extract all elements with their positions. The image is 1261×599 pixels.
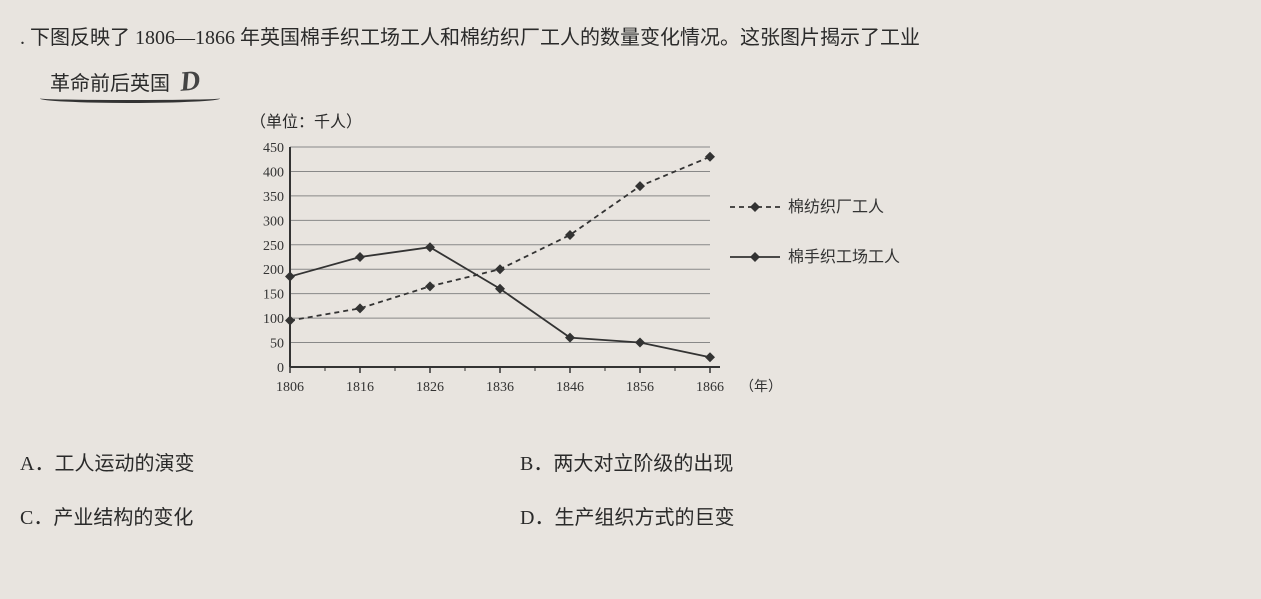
y-tick-label: 150 [263,288,284,303]
chart-container: （单位：千人） 0 50 100 150 200 250 300 350 400 450 1806 1… [240,108,1241,417]
y-tick-label: 350 [263,190,284,205]
x-tick-label: 1856 [626,380,654,395]
y-tick-label: 50 [270,337,284,352]
series-marker [355,252,365,262]
series-marker [425,281,435,291]
option-d[interactable]: D．生产组织方式的巨变 [520,501,1241,530]
y-tick-label: 450 [263,141,284,156]
series-line [290,157,710,321]
option-b-text: 两大对立阶级的出现 [553,453,733,475]
option-a-text: 工人运动的演变 [54,453,194,475]
x-axis-label: （年） [740,379,782,395]
series-marker [425,242,435,252]
x-tick-label: 1826 [416,380,444,395]
series-marker [495,264,505,274]
option-d-text: 生产组织方式的巨变 [554,507,734,529]
option-a[interactable]: A．工人运动的演变 [20,447,520,476]
legend-marker [750,252,760,262]
handwritten-answer: D [179,65,202,99]
series-marker [635,338,645,348]
x-tick-label: 1866 [696,380,724,395]
option-b[interactable]: B．两大对立阶级的出现 [520,447,1241,476]
y-tick-label: 300 [263,214,284,229]
x-tick-label: 1806 [276,380,304,395]
option-c[interactable]: C．产业结构的变化 [20,501,520,530]
series-line [290,247,710,357]
x-tick-label: 1836 [486,380,514,395]
y-tick-label: 0 [277,361,284,376]
question-line-2: 革命前后英国 D [50,66,1241,98]
underline-mark [40,94,220,103]
legend-label: 棉手织工场工人 [788,248,900,266]
question-text-1: 下图反映了 1806—1866 年英国棉手织工场工人和棉纺织厂工人的数量变化情况… [30,27,920,49]
x-tick-label: 1816 [346,380,374,395]
question-number: . [20,27,25,49]
series-marker [705,152,715,162]
legend-marker [750,202,760,212]
legend-label: 棉纺织厂工人 [788,198,884,216]
series-marker [705,352,715,362]
series-marker [355,303,365,313]
y-tick-label: 250 [263,239,284,254]
question-line-1: . 下图反映了 1806—1866 年英国棉手织工场工人和棉纺织厂工人的数量变化… [20,20,1241,56]
y-tick-label: 200 [263,263,284,278]
line-chart: 0 50 100 150 200 250 300 350 400 450 1806 1816 1826 1… [240,137,940,417]
x-tick-label: 1846 [556,380,584,395]
options-block: A．工人运动的演变 B．两大对立阶级的出现 C．产业结构的变化 D．生产组织方式… [20,447,1241,530]
option-c-text: 产业结构的变化 [53,507,193,529]
y-tick-label: 100 [263,312,284,327]
series-marker [285,272,295,282]
question-text-2: 革命前后英国 [50,73,170,95]
y-tick-label: 400 [263,165,284,180]
series-marker [635,181,645,191]
chart-unit-label: （单位：千人） [250,108,1241,132]
series-marker [285,316,295,326]
